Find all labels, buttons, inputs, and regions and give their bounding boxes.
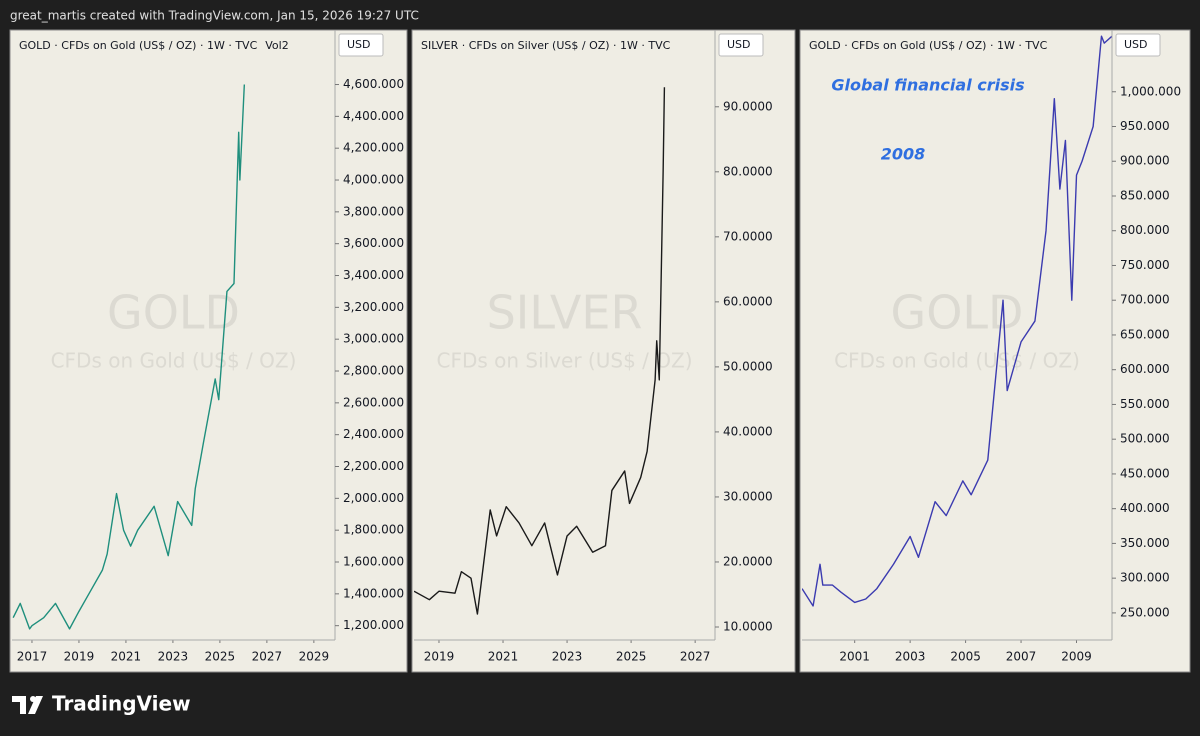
- x-tick-label: 2025: [616, 650, 647, 664]
- currency: USD: [727, 38, 751, 51]
- y-tick-label: 10.0000: [723, 619, 773, 633]
- x-tick-label: 2025: [205, 650, 236, 664]
- price-axis: [715, 31, 794, 671]
- x-tick-label: 2009: [1061, 650, 1092, 664]
- y-tick-label: 2,800.000: [343, 364, 404, 378]
- y-tick-label: 1,400.000: [343, 586, 404, 600]
- currency-box: [718, 33, 764, 57]
- y-tick-label: 350.000: [1120, 536, 1170, 550]
- watermark: GOLD: [107, 286, 240, 340]
- y-tick-label: 60.0000: [723, 294, 773, 308]
- y-tick-label: 50.0000: [723, 359, 773, 373]
- y-tick-label: 4,600.000: [343, 77, 404, 91]
- chart-title: SILVER · CFDs on Silver (US$ / OZ) · 1W …: [421, 39, 671, 52]
- x-tick-label: 2007: [1006, 650, 1037, 664]
- y-tick-label: 2,000.000: [343, 491, 404, 505]
- y-tick-label: 20.0000: [723, 554, 773, 568]
- y-tick-label: 1,600.000: [343, 555, 404, 569]
- y-tick-label: 1,200.000: [343, 618, 404, 632]
- annotation: Global financial crisis: [831, 76, 1024, 95]
- price-line: [414, 87, 666, 615]
- y-tick-label: 90.0000: [723, 99, 773, 113]
- y-tick-label: 850.000: [1120, 188, 1170, 202]
- x-tick-label: 2027: [680, 650, 711, 664]
- y-tick-label: 750.000: [1120, 258, 1170, 272]
- currency-box: [1115, 33, 1161, 57]
- x-tick-label: 2021: [111, 650, 142, 664]
- x-tick-label: 2019: [424, 650, 455, 664]
- x-tick-label: 2005: [950, 650, 981, 664]
- y-tick-label: 4,400.000: [343, 109, 404, 123]
- y-tick-label: 450.000: [1120, 466, 1170, 480]
- watermark-subtitle: CFDs on Silver (US$ / OZ): [436, 349, 692, 373]
- x-tick-label: 2023: [158, 650, 189, 664]
- y-tick-label: 40.0000: [723, 424, 773, 438]
- y-tick-label: 70.0000: [723, 229, 773, 243]
- x-tick-label: 2027: [252, 650, 283, 664]
- y-tick-label: 800.000: [1120, 223, 1170, 237]
- y-tick-label: 600.000: [1120, 362, 1170, 376]
- y-tick-label: 3,800.000: [343, 204, 404, 218]
- y-tick-label: 4,000.000: [343, 173, 404, 187]
- y-tick-label: 3,000.000: [343, 332, 404, 346]
- y-tick-label: 550.000: [1120, 397, 1170, 411]
- watermark-subtitle: CFDs on Gold (US$ / OZ): [51, 349, 297, 373]
- brand-name: TradingView: [52, 692, 191, 716]
- chart-panel: GOLD CFDs on Gold (US$ / OZ) 2017 2019 2021 2…: [9, 29, 408, 673]
- currency: USD: [347, 38, 371, 51]
- x-tick-label: 2019: [64, 650, 95, 664]
- price-axis: [335, 31, 406, 671]
- y-tick-label: 3,600.000: [343, 236, 404, 250]
- chart-panel: SILVER CFDs on Silver (US$ / OZ) 2019 2021 2…: [411, 29, 796, 673]
- x-tick-label: 2003: [895, 650, 926, 664]
- watermark-subtitle: CFDs on Gold (US$ / OZ): [834, 349, 1080, 373]
- y-tick-label: 250.000: [1120, 605, 1170, 619]
- y-tick-label: 2,400.000: [343, 427, 404, 441]
- y-tick-label: 3,400.000: [343, 268, 404, 282]
- x-tick-label: 2017: [17, 650, 48, 664]
- header-text: great_martis created with TradingView.co…: [10, 9, 419, 23]
- y-tick-label: 4,200.000: [343, 141, 404, 155]
- y-tick-label: 500.000: [1120, 432, 1170, 446]
- currency: USD: [1124, 38, 1148, 51]
- y-tick-label: 700.000: [1120, 293, 1170, 307]
- plot-area: [12, 84, 246, 630]
- chart-title: GOLD · CFDs on Gold (US$ / OZ) · 1W · TV…: [809, 39, 1048, 52]
- y-tick-label: 900.000: [1120, 154, 1170, 168]
- y-tick-label: 1,000.000: [1120, 84, 1181, 98]
- x-tick-label: 2021: [488, 650, 519, 664]
- price-line: [12, 84, 246, 630]
- y-tick-label: 650.000: [1120, 327, 1170, 341]
- y-tick-label: 1,800.000: [343, 523, 404, 537]
- annotation: 2008: [881, 145, 926, 164]
- price-line: [802, 35, 1112, 607]
- plot-area: [802, 35, 1112, 607]
- y-tick-label: 400.000: [1120, 501, 1170, 515]
- plot-area: [414, 87, 666, 615]
- x-tick-label: 2023: [552, 650, 583, 664]
- indicator: Vol: [265, 39, 281, 52]
- y-tick-label: 30.0000: [723, 489, 773, 503]
- price-axis: [1112, 31, 1189, 671]
- y-tick-label: 950.000: [1120, 119, 1170, 133]
- chart-title: GOLD · CFDs on Gold (US$ / OZ) · 1W · TV…: [19, 39, 258, 52]
- y-tick-label: 3,200.000: [343, 300, 404, 314]
- y-tick-label: 300.000: [1120, 571, 1170, 585]
- watermark: SILVER: [487, 286, 643, 340]
- x-tick-label: 2001: [839, 650, 870, 664]
- y-tick-label: 2,200.000: [343, 459, 404, 473]
- x-tick-label: 2029: [299, 650, 330, 664]
- indicator-value: 2: [282, 39, 289, 52]
- currency-box: [338, 33, 384, 57]
- y-tick-label: 80.0000: [723, 164, 773, 178]
- y-tick-label: 2,600.000: [343, 395, 404, 409]
- brand-logo: [12, 696, 43, 714]
